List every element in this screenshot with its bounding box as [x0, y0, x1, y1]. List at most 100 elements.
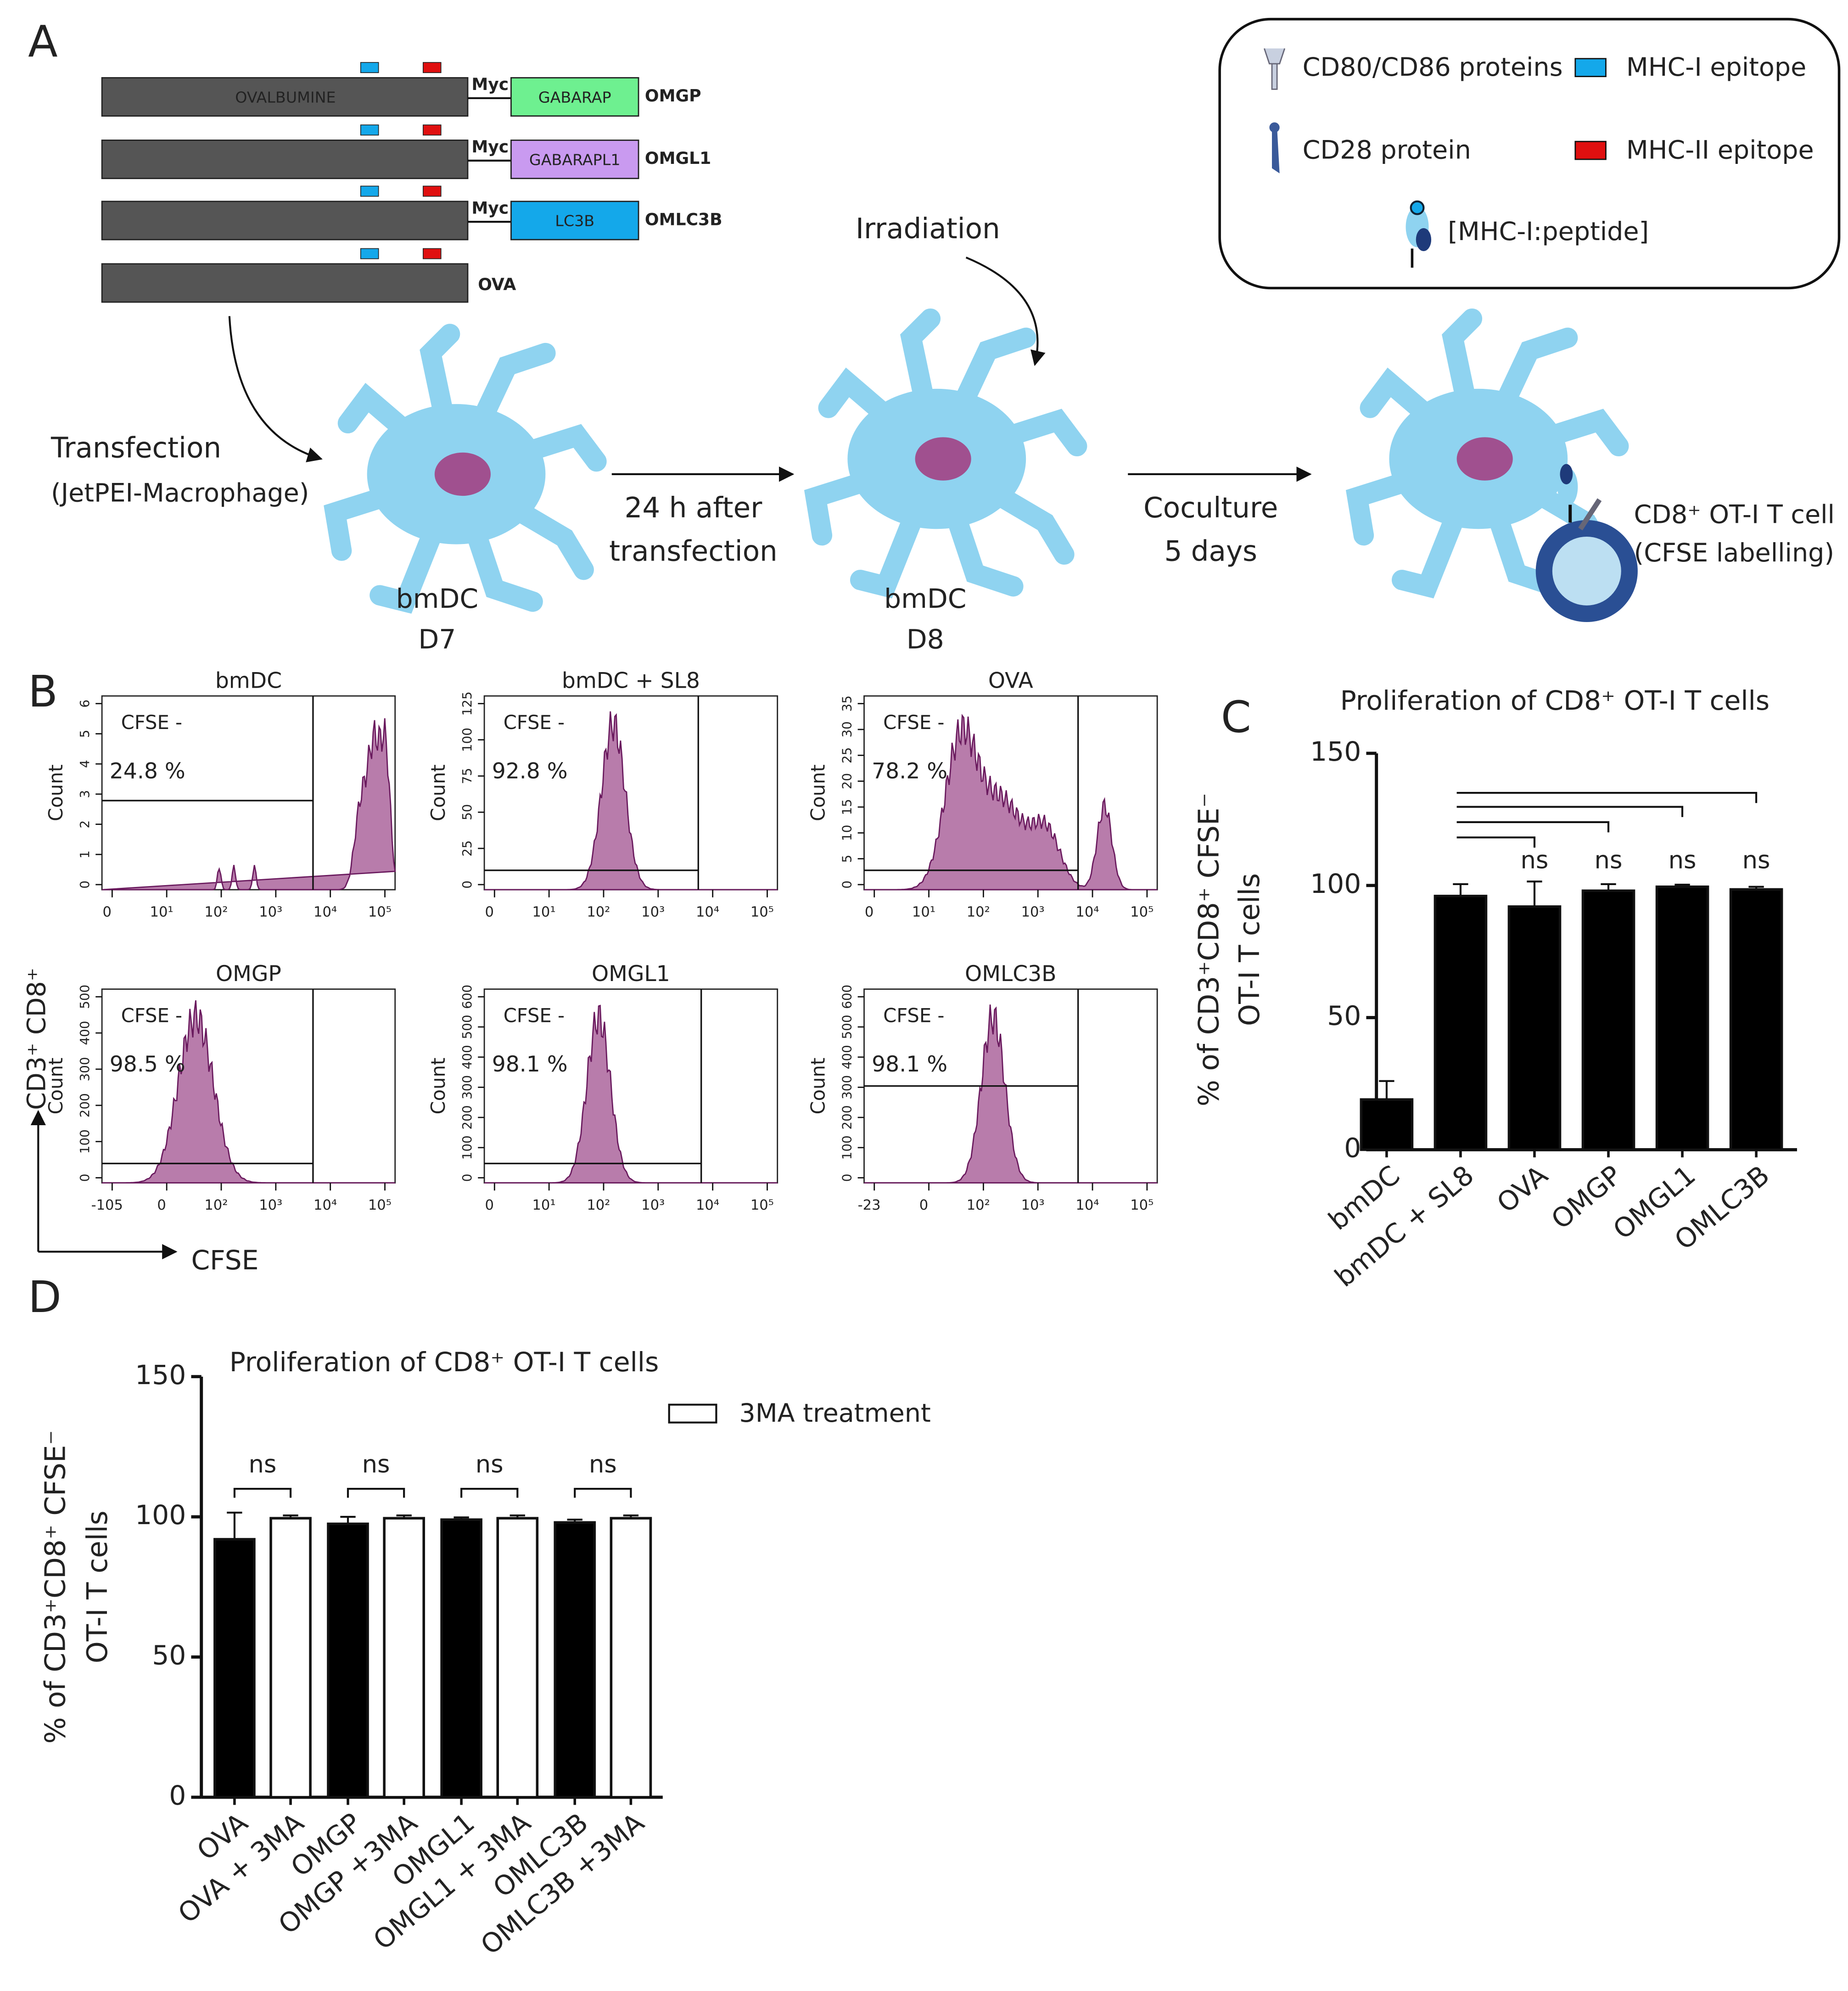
label: CFSE - — [883, 1004, 944, 1027]
label: Irradiation — [856, 213, 1000, 245]
bar — [383, 1517, 425, 1799]
label: 300 — [839, 1075, 854, 1099]
label: LC3B — [555, 212, 594, 230]
bar — [1729, 888, 1783, 1151]
label: 10² — [967, 904, 990, 920]
label: 10¹ — [150, 904, 174, 920]
label: 35 — [839, 695, 854, 712]
mhc1-epitope — [360, 124, 379, 136]
label: OMGL1 — [645, 149, 711, 168]
label: transfection — [609, 535, 778, 568]
label: -105 — [91, 1197, 123, 1213]
label: (CFSE labelling) — [1634, 538, 1835, 568]
label: 10² — [967, 1197, 990, 1213]
label: 50 — [459, 804, 475, 820]
bar — [1507, 905, 1562, 1151]
label: D7 — [418, 624, 456, 655]
label: 0 — [1344, 1133, 1361, 1164]
label: 500 — [77, 985, 92, 1009]
label: Count — [45, 764, 67, 821]
label: 98.1 % — [872, 1052, 947, 1077]
label: bmDC — [884, 583, 966, 614]
label: 3MA treatment — [739, 1398, 930, 1428]
comparison-bracket — [574, 1487, 632, 1498]
label: D — [28, 1272, 62, 1323]
comparison-bracket — [233, 1487, 292, 1498]
label: B — [28, 667, 58, 717]
mhc-b — [1560, 464, 1573, 485]
bar — [610, 1517, 652, 1799]
label: 25 — [839, 747, 854, 763]
mhc2-epitope — [422, 124, 442, 136]
label: OMLC3B — [645, 210, 722, 229]
label: OT-I T cells — [81, 1510, 114, 1663]
label: ns — [362, 1451, 390, 1479]
label: CFSE - — [121, 1004, 182, 1027]
label: 10 — [839, 825, 854, 841]
label: bmDC — [396, 583, 478, 614]
comparison-bracket — [460, 1487, 519, 1498]
comparison-bracket — [1456, 836, 1536, 848]
mhc-icon-pep — [1410, 200, 1425, 215]
bar — [1655, 885, 1709, 1151]
mhc2-epitope — [422, 62, 442, 73]
label: Myc — [471, 137, 509, 157]
label: 10⁴ — [1075, 904, 1099, 920]
comparison-bracket — [1456, 791, 1758, 803]
label: 600 — [459, 985, 475, 1009]
bar — [496, 1517, 539, 1799]
label: CFSE - — [121, 711, 182, 734]
bar — [554, 1521, 596, 1799]
label: ns — [1742, 847, 1770, 875]
label: 10³ — [259, 1197, 282, 1213]
label: 400 — [77, 1021, 92, 1045]
cd28 — [1578, 498, 1602, 531]
label: 10⁴ — [314, 1197, 337, 1213]
label: 200 — [839, 1105, 854, 1130]
mhc2-epitope — [422, 248, 442, 259]
histogram — [102, 1000, 395, 1184]
label: bmDC + SL8 — [562, 668, 700, 693]
label: 6 — [77, 700, 92, 708]
label: A — [28, 17, 58, 67]
label: 92.8 % — [492, 759, 568, 784]
label: 10³ — [641, 904, 665, 920]
label: OVA — [988, 668, 1033, 693]
dendritic-cell — [335, 334, 596, 601]
histogram — [864, 713, 1158, 891]
label: MHC-I epitope — [1626, 52, 1806, 82]
label: 0 — [103, 904, 112, 920]
label: % of CD3⁺CD8⁺ CFSE⁻ — [1193, 793, 1225, 1106]
label: 300 — [77, 1057, 92, 1082]
histogram — [864, 1004, 1158, 1184]
backbone — [101, 77, 469, 117]
label: OMGL1 — [592, 961, 670, 987]
label: Count — [427, 1058, 449, 1115]
label: 25 — [459, 840, 475, 856]
label: ns — [1669, 847, 1697, 875]
t-cell-inner — [1552, 536, 1621, 606]
histogram — [484, 711, 778, 891]
mhc1-epitope — [360, 185, 379, 197]
label: 5 — [77, 730, 92, 738]
label: ns — [1521, 847, 1549, 875]
label: -23 — [858, 1197, 881, 1213]
label: OMGP — [216, 961, 281, 987]
bar — [269, 1517, 312, 1799]
mhc2-epitope — [422, 185, 442, 197]
label: Proliferation of CD8⁺ OT-I T cells — [1340, 685, 1770, 716]
label: 0 — [157, 1197, 166, 1213]
label: OVA — [1491, 1159, 1553, 1219]
label: CFSE — [191, 1245, 258, 1276]
backbone — [101, 201, 469, 241]
label: 0 — [459, 1174, 475, 1182]
label: Transfection — [50, 432, 221, 465]
label: 0 — [919, 1197, 928, 1213]
label: Myc — [471, 75, 509, 94]
label: 75 — [459, 768, 475, 784]
bar — [1434, 895, 1488, 1151]
bar — [440, 1518, 482, 1799]
label: 24.8 % — [110, 759, 185, 784]
label: 10⁵ — [1130, 1197, 1154, 1213]
label: 0 — [77, 1174, 92, 1182]
